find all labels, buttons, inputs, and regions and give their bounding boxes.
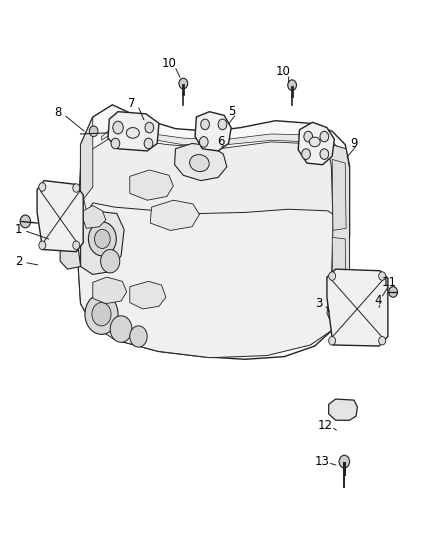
Polygon shape bbox=[60, 239, 81, 269]
Circle shape bbox=[179, 78, 187, 89]
Polygon shape bbox=[332, 159, 346, 230]
Polygon shape bbox=[81, 206, 106, 228]
Ellipse shape bbox=[309, 137, 320, 147]
Circle shape bbox=[92, 303, 111, 326]
Polygon shape bbox=[81, 211, 124, 274]
Circle shape bbox=[304, 131, 313, 142]
Circle shape bbox=[320, 149, 328, 159]
Polygon shape bbox=[78, 105, 350, 359]
Circle shape bbox=[218, 119, 227, 130]
Circle shape bbox=[73, 184, 80, 192]
Polygon shape bbox=[327, 269, 388, 346]
Circle shape bbox=[328, 272, 336, 280]
Circle shape bbox=[89, 126, 98, 136]
Circle shape bbox=[20, 215, 31, 228]
Text: 12: 12 bbox=[318, 419, 333, 432]
Polygon shape bbox=[195, 112, 231, 151]
Circle shape bbox=[110, 316, 132, 342]
Polygon shape bbox=[332, 237, 346, 303]
Text: 10: 10 bbox=[162, 58, 177, 70]
Text: 4: 4 bbox=[374, 294, 381, 308]
Text: 10: 10 bbox=[276, 66, 291, 78]
Text: 11: 11 bbox=[381, 276, 396, 289]
Circle shape bbox=[111, 138, 120, 149]
Circle shape bbox=[39, 241, 46, 249]
Circle shape bbox=[320, 131, 328, 142]
Ellipse shape bbox=[190, 155, 209, 172]
Text: 9: 9 bbox=[350, 137, 358, 150]
Ellipse shape bbox=[126, 127, 139, 138]
Polygon shape bbox=[93, 277, 127, 304]
Circle shape bbox=[101, 249, 120, 273]
Polygon shape bbox=[298, 122, 334, 165]
Text: 13: 13 bbox=[315, 455, 329, 468]
Circle shape bbox=[88, 222, 116, 256]
Text: 7: 7 bbox=[128, 97, 136, 110]
Text: 8: 8 bbox=[54, 106, 62, 119]
Circle shape bbox=[73, 241, 80, 249]
Polygon shape bbox=[175, 143, 227, 181]
Circle shape bbox=[288, 80, 297, 91]
Circle shape bbox=[39, 183, 46, 191]
Circle shape bbox=[339, 455, 350, 468]
Polygon shape bbox=[81, 117, 93, 203]
Circle shape bbox=[389, 287, 397, 297]
Text: 5: 5 bbox=[228, 105, 236, 118]
Circle shape bbox=[379, 272, 386, 280]
Polygon shape bbox=[81, 136, 344, 221]
Polygon shape bbox=[78, 203, 347, 358]
Text: 2: 2 bbox=[15, 255, 22, 268]
Circle shape bbox=[302, 149, 311, 159]
Circle shape bbox=[85, 294, 118, 334]
Polygon shape bbox=[130, 281, 166, 309]
Polygon shape bbox=[150, 200, 199, 230]
Circle shape bbox=[199, 136, 208, 147]
Circle shape bbox=[379, 336, 386, 345]
Circle shape bbox=[145, 122, 154, 133]
Circle shape bbox=[328, 336, 336, 345]
Polygon shape bbox=[37, 181, 83, 252]
Text: 1: 1 bbox=[15, 223, 22, 236]
Circle shape bbox=[144, 138, 153, 149]
Polygon shape bbox=[130, 170, 173, 200]
Circle shape bbox=[201, 119, 209, 130]
Text: 6: 6 bbox=[217, 135, 225, 148]
Circle shape bbox=[113, 121, 123, 134]
Polygon shape bbox=[102, 126, 344, 152]
Text: 3: 3 bbox=[315, 297, 323, 310]
Polygon shape bbox=[108, 112, 159, 151]
Circle shape bbox=[95, 229, 110, 248]
Polygon shape bbox=[327, 143, 350, 325]
Circle shape bbox=[130, 326, 147, 347]
Polygon shape bbox=[328, 399, 357, 420]
